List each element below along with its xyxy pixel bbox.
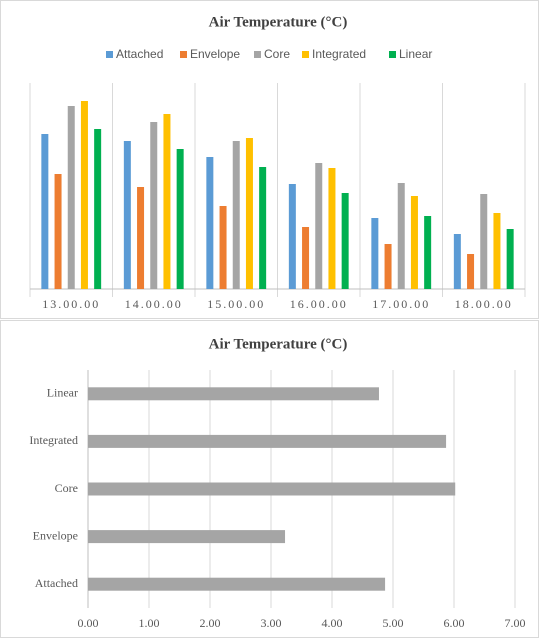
bar [163,114,171,289]
legend-label: Integrated [312,47,366,61]
bar [328,168,336,289]
bar [288,184,296,289]
bar [245,138,253,289]
legend-swatch [302,51,309,58]
bar [88,530,286,544]
x-tick-label: 1.00 [139,616,160,630]
top-panel [0,0,539,319]
x-tick-label: 18.00.00 [455,297,513,311]
bar [259,167,267,289]
chart-title: Air Temperature (°C) [209,14,348,30]
bar [67,106,75,289]
bar [493,213,501,289]
x-tick-label: 2.00 [200,616,221,630]
chart-title: Air Temperature (°C) [209,336,348,352]
legend-swatch [389,51,396,58]
legend-label: Linear [399,47,432,61]
bar [80,101,88,289]
x-tick-label: 0.00 [78,616,99,630]
bar [506,229,514,289]
y-tick-label: Envelope [33,528,78,542]
bar [424,216,432,289]
x-tick-label: 4.00 [322,616,343,630]
legend-swatch [180,51,187,58]
bar [88,387,379,401]
x-tick-label: 6.00 [444,616,465,630]
bar [453,234,461,289]
legend-label: Core [264,47,290,61]
y-tick-label: Attached [35,576,78,590]
bar [341,193,349,289]
legend-swatch [106,51,113,58]
x-tick-label: 15.00.00 [207,297,265,311]
bar [480,194,488,289]
x-tick-label: 17.00.00 [372,297,430,311]
bar [384,244,392,289]
bar [88,482,456,496]
bar [150,122,158,289]
bar [397,183,405,289]
bar [371,218,379,289]
legend-swatch [254,51,261,58]
bar [206,157,214,289]
y-tick-label: Linear [47,386,78,400]
bar [467,254,475,289]
bar [88,577,386,591]
x-tick-label: 5.00 [383,616,404,630]
bar [232,141,240,289]
bar [315,163,323,289]
x-tick-label: 14.00.00 [125,297,183,311]
x-tick-label: 7.00 [505,616,526,630]
x-tick-label: 3.00 [261,616,282,630]
bar [123,141,131,289]
x-tick-label: 16.00.00 [290,297,348,311]
bar [219,206,227,289]
bar [41,134,49,289]
legend-label: Envelope [190,47,240,61]
bar [302,227,310,289]
bar [176,149,184,289]
x-tick-label: 13.00.00 [42,297,100,311]
bar [88,434,447,448]
bar [94,129,102,289]
legend-label: Attached [116,47,163,61]
bar [54,174,62,289]
y-tick-label: Core [55,481,78,495]
bar [137,187,145,289]
bar [410,196,418,289]
y-tick-label: Integrated [29,433,78,447]
